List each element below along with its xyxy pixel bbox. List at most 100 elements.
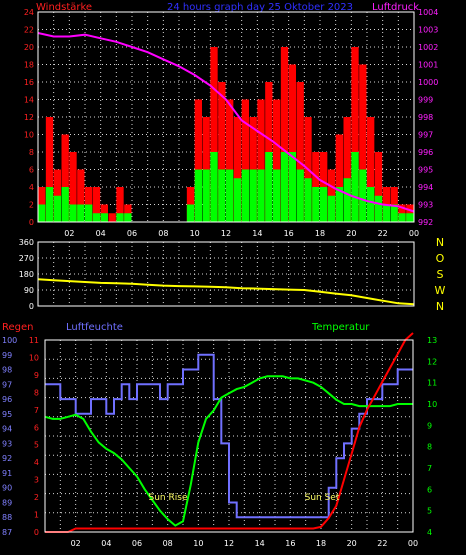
wind-gust-bar	[288, 64, 296, 222]
rain-axis-tick: 0	[34, 528, 39, 537]
humidity-label: Luftfeuchte	[66, 322, 123, 333]
direction-frame	[37, 241, 415, 307]
pressure-axis-tick: 1000	[418, 78, 438, 87]
rain-axis-tick: 9	[34, 371, 39, 380]
rain-line	[45, 332, 414, 533]
temperature-axis-tick: 10	[427, 400, 437, 409]
hour-tick-label: 00	[408, 539, 418, 548]
wind-axis-tick: 2	[29, 201, 34, 210]
wind-average-bar	[374, 195, 383, 222]
wind-pressure-frame	[37, 11, 415, 223]
temperature-axis-tick: 9	[427, 421, 432, 430]
wind-average-bar	[61, 187, 69, 222]
pressure-axis-tick: 999	[418, 96, 433, 105]
wind-axis-tick: 4	[29, 183, 34, 192]
wind-average-bar	[320, 187, 328, 222]
wind-gust-bar	[374, 152, 383, 222]
humidity-axis-tick: 94	[2, 425, 12, 434]
hour-tick-label: 00	[409, 229, 419, 238]
compass-label: N	[436, 300, 444, 313]
wind-average-bar	[186, 204, 195, 222]
hour-tick-label: 22	[377, 539, 387, 548]
wind-average-bar	[38, 204, 46, 222]
rain-axis-tick: 5	[34, 441, 39, 450]
hour-tick-label: 20	[347, 539, 357, 548]
humidity-axis-tick: 90	[2, 484, 12, 493]
wind-average-bar	[226, 169, 234, 222]
pressure-axis-tick: 1004	[418, 8, 438, 17]
wind-axis-tick: 8	[29, 148, 34, 157]
pressure-axis-tick: 998	[418, 113, 433, 122]
sun-set-label: Sun Set	[305, 493, 340, 503]
wind-gust-bar	[77, 169, 85, 222]
wind-gust-bar	[45, 117, 54, 222]
wind-average-bar	[390, 204, 398, 222]
wind-axis-tick: 10	[24, 131, 34, 140]
direction-degree-tick: 0	[29, 302, 34, 311]
hour-tick-label: 10	[193, 539, 203, 548]
rain-axis-tick: 4	[34, 458, 39, 467]
wind-axis-tick: 14	[24, 96, 34, 105]
wind-average-bar	[241, 169, 249, 222]
wind-average-bar	[116, 213, 124, 222]
wind-average-bar	[288, 152, 296, 222]
wind-average-bar	[45, 187, 54, 222]
compass-label: N	[436, 236, 444, 249]
hour-tick-label: 08	[163, 539, 173, 548]
wind-average-bar	[367, 187, 375, 222]
wind-gust-bar	[296, 82, 304, 222]
wind-gust-bar	[335, 134, 343, 222]
wind-gust-bar	[257, 99, 265, 222]
wind-average-bar	[398, 213, 406, 222]
wind-average-bar	[265, 152, 273, 222]
wind-average-bar	[53, 195, 61, 222]
hour-tick-label: 14	[255, 539, 265, 548]
hour-tick-label: 12	[224, 539, 234, 548]
hour-tick-label: 02	[71, 539, 81, 548]
wind-gust-bar	[233, 117, 242, 222]
rain-axis-tick: 7	[34, 406, 39, 415]
wind-average-bar	[249, 169, 257, 222]
wind-strength-label: Windstärke	[36, 2, 92, 13]
wind-axis-tick: 18	[24, 61, 34, 70]
wind-average-bar	[233, 178, 242, 222]
temperature-axis-tick: 4	[427, 528, 432, 537]
temperature-axis-tick: 7	[427, 464, 432, 473]
temperature-axis-tick: 13	[427, 336, 437, 345]
hour-tick-label: 14	[252, 229, 262, 238]
wind-average-bar	[327, 195, 336, 222]
weather-frame	[44, 339, 414, 533]
hour-tick-label: 08	[158, 229, 168, 238]
temperature-line	[44, 375, 413, 527]
wind-bars	[38, 47, 414, 222]
wind-average-bar	[77, 204, 85, 222]
sun-rise-label: Sun Rise	[149, 493, 188, 503]
wind-gust-bar	[280, 47, 289, 222]
wind-average-bar	[335, 187, 343, 222]
wind-axis-tick: 22	[24, 26, 34, 35]
pressure-line	[37, 32, 415, 213]
wind-gust-bar	[108, 213, 116, 222]
wind-average-bar	[92, 213, 101, 222]
wind-gust-bar	[351, 47, 359, 222]
rain-axis-tick: 2	[34, 493, 39, 502]
wind-average-bar	[124, 213, 132, 222]
hour-tick-label: 18	[315, 229, 325, 238]
pressure-axis-tick: 996	[418, 148, 433, 157]
wind-axis-tick: 6	[29, 166, 34, 175]
hour-tick-label: 10	[190, 229, 200, 238]
direction-degree-tick: 90	[24, 286, 34, 295]
hour-tick-label: 12	[221, 229, 231, 238]
wind-average-bar	[296, 169, 304, 222]
weather-hour-ticks: 02 04 06 08 10 12 14 16 18 20 22 00	[71, 539, 419, 548]
wind-axis-tick: 16	[24, 78, 34, 87]
wind-average-bar	[343, 178, 351, 222]
wind-average-bar	[312, 187, 320, 222]
wind-hour-ticks: 02 04 06 08 10 12 14 16 18 20 22 00	[64, 229, 419, 238]
wind-average-bar	[359, 169, 367, 222]
hour-tick-label: 16	[285, 539, 295, 548]
